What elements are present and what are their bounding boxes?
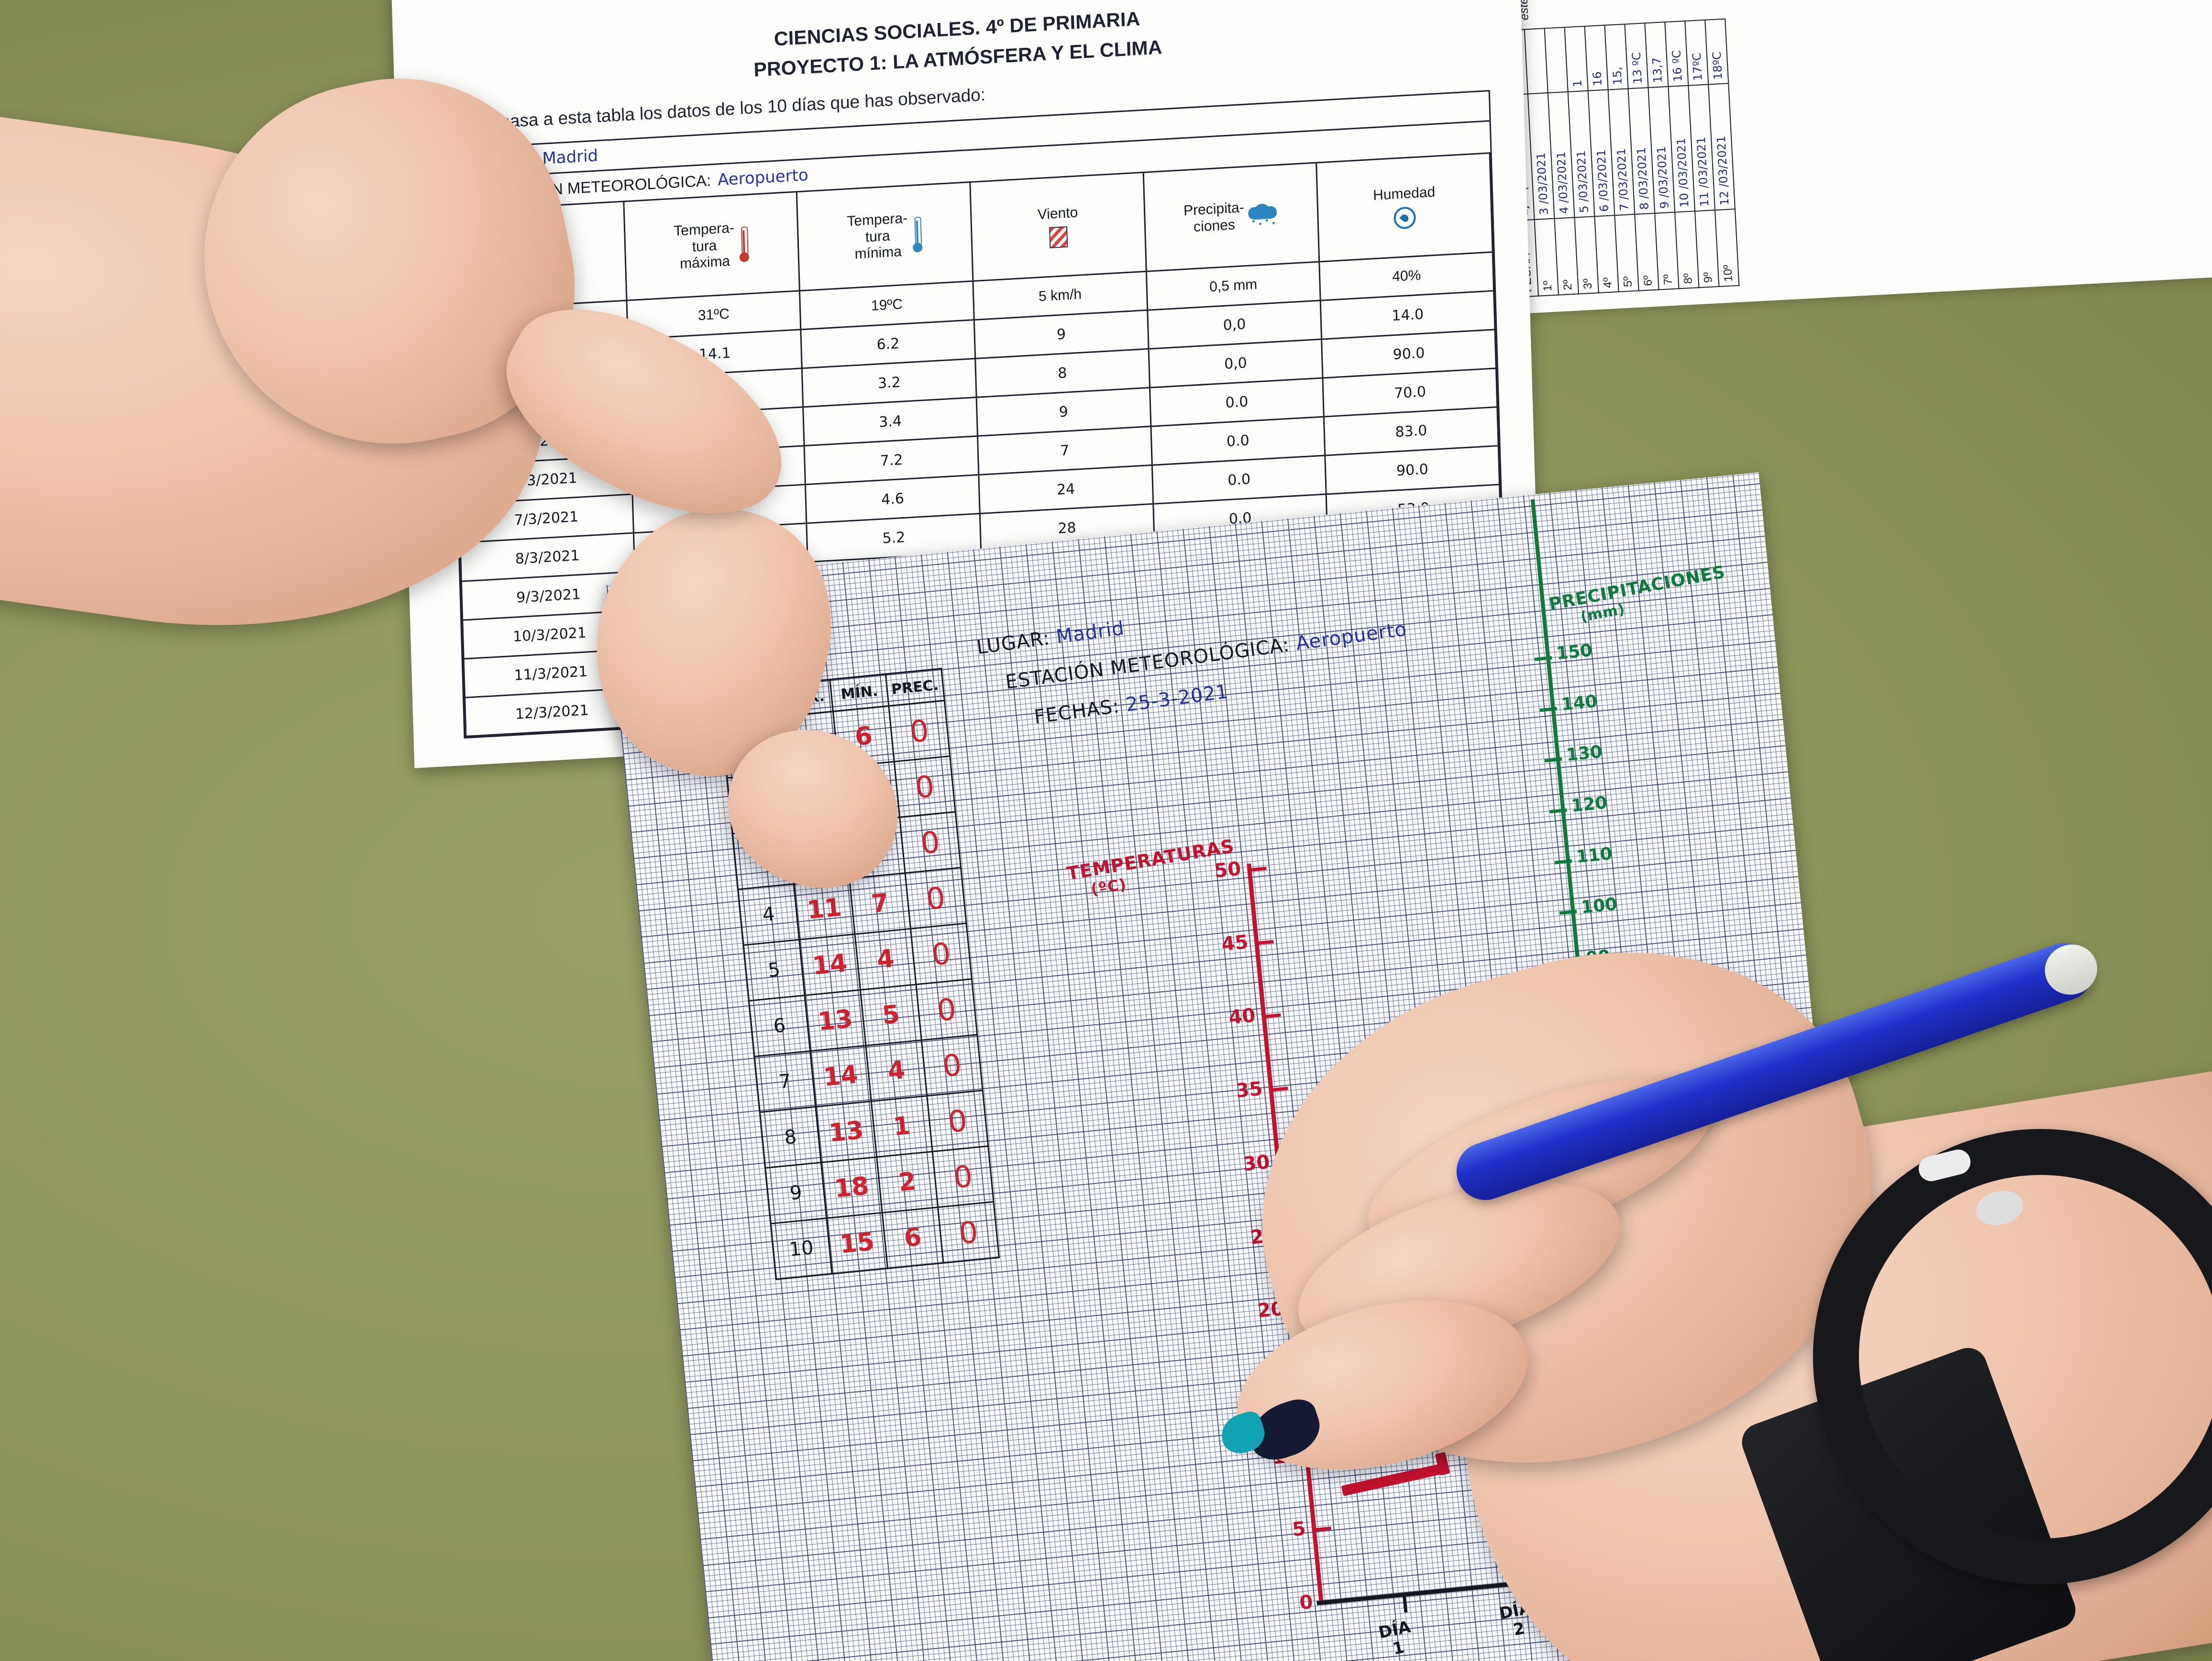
col-tmax-l1: Tempera- xyxy=(673,220,735,239)
graph-handwritten-header: LUGAR: Madrid ESTACIÓN METEOROLÓGICA: Ae… xyxy=(974,572,1415,742)
graph-cell-prec: 0 xyxy=(910,923,972,985)
estacion-value: Aeropuerto xyxy=(717,165,809,190)
temperature-tick-label: 35 xyxy=(1235,1077,1264,1102)
graph-cell-dia: 7 xyxy=(754,1051,816,1112)
graph-fechas-label: FECHAS: xyxy=(1033,695,1121,729)
background-worksheet-sheet: ● LUGAR: ▦ ESTACIÓN FECHAEjemplos:1º3 /0… xyxy=(1426,0,2212,317)
graph-cell-prec: 0 xyxy=(927,1090,988,1152)
precipitation-tick-label: 110 xyxy=(1575,843,1613,867)
temperature-tick-label: 5 xyxy=(1291,1517,1307,1541)
day-axis-label-1: DÍA 1 xyxy=(1377,1617,1413,1659)
col-tmax-l3: máxima xyxy=(679,253,730,272)
graph-cell-dia: 6 xyxy=(749,995,810,1057)
graph-cell-max: 13 xyxy=(815,1101,877,1163)
red-thermometer-icon xyxy=(738,226,750,263)
graph-cell-max: 18 xyxy=(821,1157,883,1218)
graph-cell-prec: 0 xyxy=(905,867,966,929)
graph-col-mín: MÍN. xyxy=(830,674,889,711)
graph-cell-dia: 5 xyxy=(743,940,805,1001)
graph-cell-prec: 0 xyxy=(894,756,956,818)
graph-cell-dia: 4 xyxy=(738,884,799,945)
graph-cell-max: 14 xyxy=(810,1045,872,1107)
graph-cell-max: 15 xyxy=(826,1212,888,1274)
graph-cell-min: 1 xyxy=(871,1096,933,1157)
graph-cell-dia: 9 xyxy=(765,1162,827,1224)
graph-cell-prec: 0 xyxy=(899,812,961,873)
precipitation-tick-label: 150 xyxy=(1555,641,1593,664)
wind-flag-icon xyxy=(1049,226,1068,248)
graph-lugar-label: LUGAR: xyxy=(975,627,1051,659)
col-prec-l2: ciones xyxy=(1193,217,1236,235)
precipitation-tick-label: 120 xyxy=(1570,793,1608,816)
col-humedad-label: Humedad xyxy=(1372,184,1436,204)
blue-thermometer-icon xyxy=(911,216,923,253)
rain-cloud-icon xyxy=(1248,203,1279,228)
graph-cell-max: 14 xyxy=(799,934,861,996)
col-tmin-l3: mínima xyxy=(854,244,902,263)
temperature-tick-label: 45 xyxy=(1220,931,1250,956)
temperature-tick-label: 50 xyxy=(1213,857,1242,883)
graph-cell-prec: 0 xyxy=(932,1146,994,1207)
precipitation-tick-label: 100 xyxy=(1580,894,1618,918)
col-tmin-l1: Tempera- xyxy=(846,210,908,230)
graph-cell-min: 4 xyxy=(855,929,916,990)
graph-cell-prec: 0 xyxy=(888,700,950,762)
col-prec-l1: Precipita- xyxy=(1183,199,1245,219)
graph-fechas-value: 25-3-2021 xyxy=(1124,680,1230,716)
graph-cell-min: 5 xyxy=(860,984,922,1046)
graph-cell-dia: 8 xyxy=(760,1107,821,1168)
graph-cell-prec: 0 xyxy=(916,979,977,1041)
col-precipitaciones: Precipita- ciones xyxy=(1143,163,1320,272)
col-temp-max: Tempera- tura máxima xyxy=(623,191,800,301)
temperature-tick-label: 40 xyxy=(1228,1004,1257,1029)
precipitation-tick-label: 130 xyxy=(1565,742,1604,765)
graph-cell-max: 13 xyxy=(805,990,866,1052)
precipitation-tick-label: 140 xyxy=(1560,691,1598,715)
col-viento: Viento xyxy=(970,172,1146,281)
graph-col-prec: PREC. xyxy=(885,668,945,706)
graph-estacion-value: Aeropuerto xyxy=(1294,618,1408,655)
temperature-tick-label: 0 xyxy=(1298,1591,1314,1615)
col-viento-label: Viento xyxy=(1037,204,1078,223)
graph-cell-min: 4 xyxy=(865,1040,927,1102)
col-humedad: Humedad xyxy=(1316,153,1493,262)
graph-cell-min: 7 xyxy=(849,873,911,934)
pen-cap xyxy=(2038,937,2104,1002)
graph-cell-prec: 0 xyxy=(921,1034,983,1096)
graph-lugar-value: Madrid xyxy=(1055,617,1126,648)
graph-cell-min: 2 xyxy=(876,1152,938,1213)
graph-cell-min: 6 xyxy=(882,1207,944,1269)
graph-cell-prec: 0 xyxy=(938,1202,999,1263)
temperature-tick-label: 30 xyxy=(1242,1151,1271,1176)
humidity-drop-icon xyxy=(1394,206,1416,230)
col-temp-min: Tempera- tura mínima xyxy=(796,182,973,291)
lugar-value: Madrid xyxy=(542,146,598,168)
precipitation-axis-title: PRECIPITACIONES (mm) xyxy=(1548,562,1730,631)
graph-cell-dia: 10 xyxy=(771,1218,832,1280)
temperature-axis-title: TEMPERATURAS (ºC) xyxy=(1065,835,1239,902)
